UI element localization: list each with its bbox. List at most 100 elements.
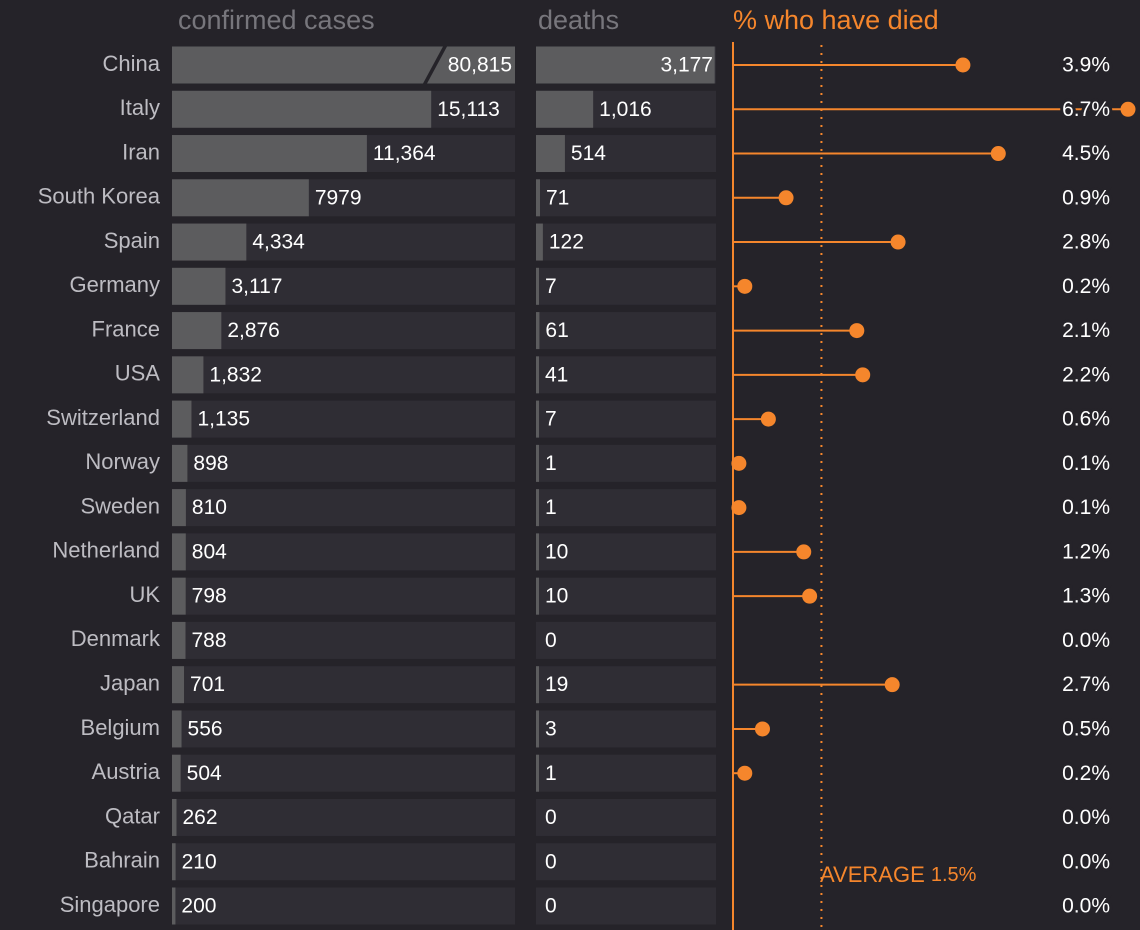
bar [536, 312, 540, 350]
country-label: Qatar [105, 803, 160, 828]
value-label: 810 [192, 496, 227, 519]
lollipop-dot [802, 588, 818, 604]
row-background [536, 577, 716, 615]
row-background [172, 267, 515, 305]
value-label: 0 [545, 629, 557, 652]
row-background [536, 223, 716, 261]
value-label: 504 [187, 762, 222, 785]
country-label: China [103, 51, 161, 76]
value-label: 3,177 [660, 54, 713, 77]
value-label: 10 [545, 585, 568, 608]
average-value: 1.5% [931, 864, 977, 886]
row-background [172, 489, 515, 527]
value-label: 122 [549, 231, 584, 254]
bar [172, 46, 515, 84]
value-label: 4,334 [252, 231, 305, 254]
bar-group [172, 46, 515, 925]
value-label: 1.2% [1062, 540, 1110, 563]
country-label: UK [129, 582, 160, 607]
row-background [172, 356, 515, 394]
value-label: 798 [192, 585, 227, 608]
bar [172, 400, 192, 438]
bar [172, 444, 188, 482]
value-label: 788 [192, 629, 227, 652]
lollipop-dot [737, 765, 753, 781]
bar [172, 843, 176, 881]
bar [172, 356, 204, 394]
lollipop-dot [890, 234, 906, 250]
bar [172, 223, 247, 261]
bar [536, 577, 539, 615]
axis-break [423, 46, 447, 84]
bar [172, 179, 309, 217]
value-label: 11,364 [373, 142, 436, 165]
value-label: 1 [545, 762, 557, 785]
bar [172, 312, 222, 350]
value-label: 2.8% [1062, 231, 1110, 254]
value-label: 0.2% [1062, 762, 1110, 785]
row-background [536, 267, 716, 305]
country-label: Denmark [71, 626, 161, 651]
row-background [536, 710, 716, 748]
row-background [172, 887, 515, 925]
value-label: 0.5% [1062, 717, 1110, 740]
value-label: 262 [182, 806, 217, 829]
bar [536, 533, 539, 571]
row-background [536, 533, 716, 571]
bar [536, 710, 539, 748]
bar [172, 710, 182, 748]
value-label: 0 [545, 850, 557, 873]
value-label: 7 [545, 408, 557, 431]
value-label: 19 [545, 673, 568, 696]
country-label: Sweden [80, 493, 160, 518]
lollipop-dot [990, 146, 1006, 162]
value-label: 0.1% [1062, 452, 1110, 475]
row-background [172, 621, 515, 659]
lollipop-dot [737, 278, 753, 294]
country-label: Bahrain [84, 848, 160, 873]
bar [172, 887, 176, 925]
lollipop-dot [1120, 101, 1136, 117]
country-label: South Korea [38, 184, 161, 209]
row-background [536, 444, 716, 482]
value-label: 3 [545, 717, 557, 740]
value-label: 0.9% [1062, 186, 1110, 209]
country-label: Spain [104, 228, 160, 253]
column-header: % who have died [733, 5, 939, 35]
value-label: 80,815 [448, 54, 512, 77]
value-label: 1.3% [1062, 585, 1110, 608]
row-background [172, 400, 515, 438]
bar [536, 489, 539, 527]
value-label: 0 [545, 895, 557, 918]
row-background [536, 621, 716, 659]
value-label: 0.0% [1062, 629, 1110, 652]
bar [172, 533, 186, 571]
value-label: 61 [545, 319, 568, 342]
value-label: 6.7% [1062, 98, 1110, 121]
bar [172, 754, 181, 792]
bar [172, 135, 367, 173]
row-background [172, 710, 515, 748]
lollipop-dot [955, 57, 971, 73]
value-label: 701 [190, 673, 225, 696]
value-label: 0.0% [1062, 850, 1110, 873]
value-label: 0 [545, 806, 557, 829]
row-background [536, 666, 716, 704]
value-label: 7 [545, 275, 557, 298]
row-background [536, 135, 716, 173]
bar [536, 754, 539, 792]
bar [172, 267, 226, 305]
average-label: AVERAGE 1.5% [820, 862, 977, 887]
row-background [536, 843, 716, 881]
lollipop-dot [754, 721, 770, 737]
bar [536, 267, 539, 305]
lollipop-dot [731, 500, 747, 516]
value-label: 4.5% [1062, 142, 1110, 165]
country-label: Belgium [81, 715, 160, 740]
country-label: Austria [92, 759, 161, 784]
value-label: 1 [545, 496, 557, 519]
value-label: 804 [192, 540, 227, 563]
row-background [172, 577, 515, 615]
value-label: 0.6% [1062, 408, 1110, 431]
